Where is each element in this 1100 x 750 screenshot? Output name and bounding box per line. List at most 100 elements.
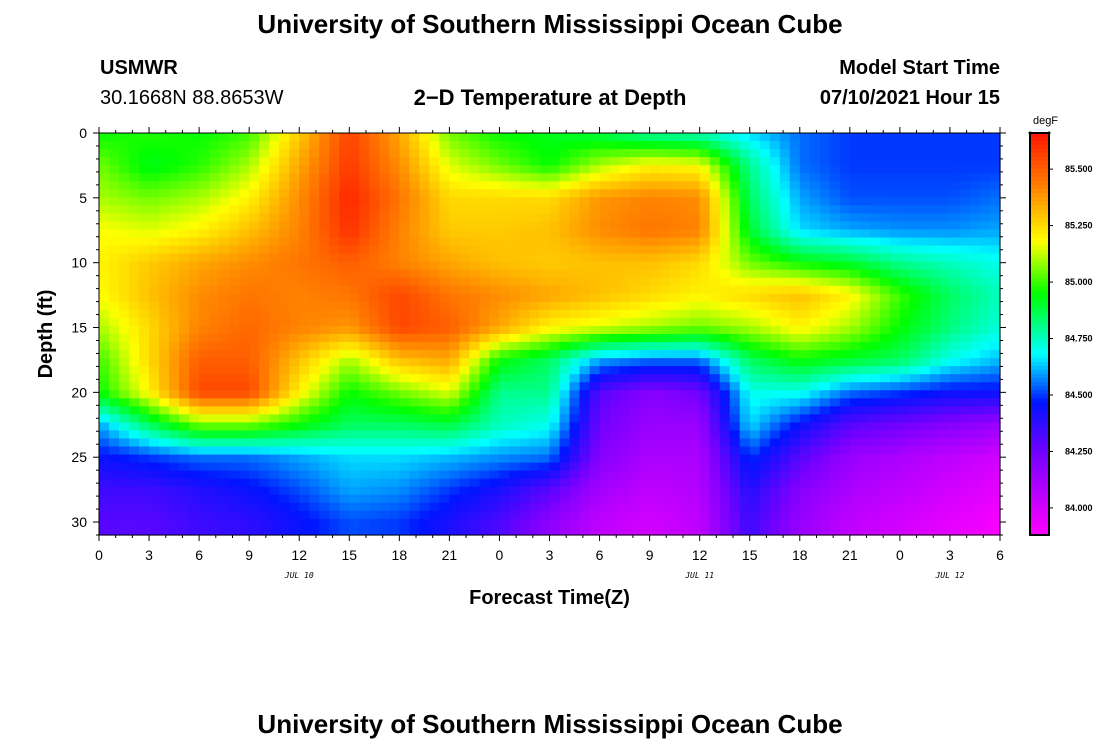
heat-cell xyxy=(669,133,681,142)
heat-cell xyxy=(249,462,260,472)
heat-cell xyxy=(659,213,671,223)
heat-cell xyxy=(879,141,891,150)
heat-cell xyxy=(369,510,380,520)
heat-cell xyxy=(269,173,280,182)
heat-cell xyxy=(779,510,791,520)
heat-cell xyxy=(219,494,230,504)
heat-cell xyxy=(939,133,951,142)
heat-cell xyxy=(179,325,190,335)
heat-cell xyxy=(839,334,851,343)
heat-cell xyxy=(449,366,460,375)
heat-cell xyxy=(229,213,240,223)
heat-cell xyxy=(939,285,951,295)
heat-cell xyxy=(299,245,310,255)
heat-cell xyxy=(859,133,871,142)
heat-cell xyxy=(889,261,901,271)
heat-cell xyxy=(569,518,581,528)
heat-cell xyxy=(149,510,160,520)
heat-cell xyxy=(619,438,631,448)
heat-cell xyxy=(139,414,150,424)
heat-cell xyxy=(569,446,581,456)
heat-cell xyxy=(599,165,611,174)
heat-cell xyxy=(789,478,801,488)
heat-cell xyxy=(919,334,931,343)
heat-cell xyxy=(279,157,290,166)
heat-cell xyxy=(469,414,481,424)
heat-cell xyxy=(449,494,460,504)
heat-cell xyxy=(639,510,651,520)
heat-cell xyxy=(99,430,110,440)
heat-cell xyxy=(519,430,531,440)
heat-cell xyxy=(559,342,571,351)
heat-cell xyxy=(449,221,460,231)
heat-cell xyxy=(739,518,751,528)
heat-cell xyxy=(139,486,150,496)
heat-cell xyxy=(759,502,771,512)
heat-cell xyxy=(149,358,160,367)
heat-cell xyxy=(139,205,150,214)
heat-cell xyxy=(209,133,220,142)
heat-cell xyxy=(819,518,831,528)
heat-cell xyxy=(289,518,300,528)
heat-cell xyxy=(229,157,240,166)
heat-cell xyxy=(849,446,861,456)
heat-cell xyxy=(299,149,310,158)
heat-cell xyxy=(329,526,340,536)
heat-cell xyxy=(789,414,801,424)
heat-cell xyxy=(719,398,731,407)
heat-cell xyxy=(969,502,981,512)
heat-cell xyxy=(919,358,931,367)
heat-cell xyxy=(109,293,120,303)
heat-cell xyxy=(439,205,450,214)
heat-cell xyxy=(599,317,611,327)
heat-cell xyxy=(169,173,180,182)
heat-cell xyxy=(709,253,721,263)
heat-cell xyxy=(709,494,721,504)
heat-cell xyxy=(649,454,661,464)
heat-cell xyxy=(259,406,270,415)
heat-cell xyxy=(699,366,711,375)
heat-cell xyxy=(869,430,881,440)
heat-cell xyxy=(489,221,501,231)
heat-cell xyxy=(329,494,340,504)
heat-cell xyxy=(929,494,941,504)
heat-cell xyxy=(409,221,420,231)
heat-cell xyxy=(729,181,741,190)
heat-cell xyxy=(259,277,270,287)
heat-cell xyxy=(329,510,340,520)
heat-cell xyxy=(129,374,140,383)
heat-cell xyxy=(529,358,541,367)
heat-cell xyxy=(779,486,791,496)
heat-cell xyxy=(979,382,991,391)
heat-cell xyxy=(99,470,110,480)
heat-cell xyxy=(739,301,751,311)
heat-cell xyxy=(839,470,851,480)
heat-cell xyxy=(119,526,130,536)
heat-cell xyxy=(139,438,150,448)
heat-cell xyxy=(739,438,751,448)
heat-cell xyxy=(329,261,340,271)
heat-cell xyxy=(329,374,340,383)
heat-cell xyxy=(699,181,711,190)
heat-cell xyxy=(99,237,110,247)
heat-cell xyxy=(629,502,641,512)
heat-cell xyxy=(229,414,240,424)
heat-cell xyxy=(199,510,210,520)
heat-cell xyxy=(589,317,601,327)
heat-cell xyxy=(219,141,230,150)
heat-cell xyxy=(559,382,571,391)
heat-cell xyxy=(249,261,260,271)
heat-cell xyxy=(569,390,581,399)
heat-cell xyxy=(889,366,901,375)
heat-cell xyxy=(879,446,891,456)
heat-cell xyxy=(179,309,190,319)
heat-cell xyxy=(319,277,330,287)
heat-cell xyxy=(829,334,841,343)
heat-cell xyxy=(399,390,410,399)
heat-cell xyxy=(709,510,721,520)
heat-cell xyxy=(739,462,751,472)
heat-cell xyxy=(439,197,450,206)
heat-cell xyxy=(869,181,881,190)
heat-cell xyxy=(329,165,340,174)
heat-cell xyxy=(659,526,671,536)
